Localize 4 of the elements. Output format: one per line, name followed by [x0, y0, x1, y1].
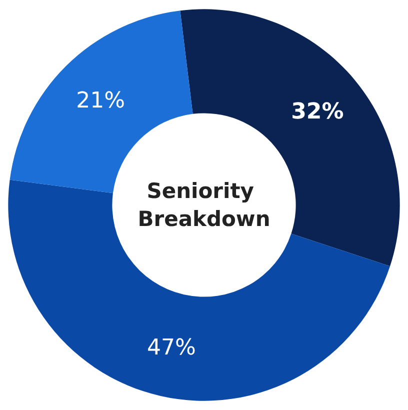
data-label: 47%	[147, 336, 196, 361]
text: Seniority Breakdown	[138, 179, 270, 231]
data-label: 32%	[291, 99, 344, 124]
data-label: 21%	[76, 88, 125, 114]
